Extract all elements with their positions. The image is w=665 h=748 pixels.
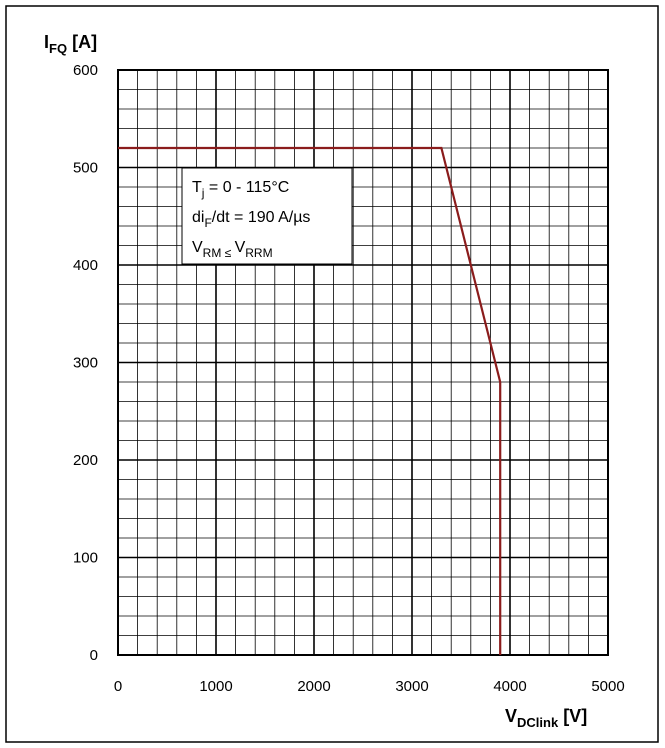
y-tick-label: 300	[73, 355, 98, 372]
annotation-line: Tj = 0 - 115°C	[192, 179, 289, 200]
y-tick-label: 500	[73, 160, 98, 177]
x-tick-label: 2000	[297, 678, 330, 695]
annotation-box: Tj = 0 - 115°C diF/dt = 190 A/µs VRM ≤ VRR…	[181, 167, 353, 265]
series-layer	[118, 146, 502, 655]
series-line-0	[118, 146, 502, 655]
y-tick-label: 400	[73, 257, 98, 274]
annotation-line: VRM ≤ VRRM	[192, 239, 273, 260]
y-tick-label: 0	[90, 647, 98, 664]
tick-labels: 0 1000 2000 3000 4000 5000 0 100 200 300 400 500 600	[73, 62, 625, 695]
y-axis-label: IFQ [A]	[44, 32, 97, 56]
y-tick-label: 600	[73, 62, 98, 79]
x-tick-label: 4000	[493, 678, 526, 695]
x-tick-label: 3000	[395, 678, 428, 695]
x-axis-label: VDClink [V]	[505, 706, 587, 730]
x-tick-label: 1000	[199, 678, 232, 695]
y-tick-label: 100	[73, 550, 98, 567]
y-tick-label: 200	[73, 452, 98, 469]
annotation-box-frame	[181, 167, 353, 265]
annotation-line: diF/dt = 190 A/µs	[192, 209, 310, 230]
x-tick-label: 5000	[591, 678, 624, 695]
grid	[117, 69, 609, 656]
chart-frame	[5, 5, 659, 743]
plot-area-border	[117, 69, 609, 656]
x-tick-label: 0	[114, 678, 122, 695]
